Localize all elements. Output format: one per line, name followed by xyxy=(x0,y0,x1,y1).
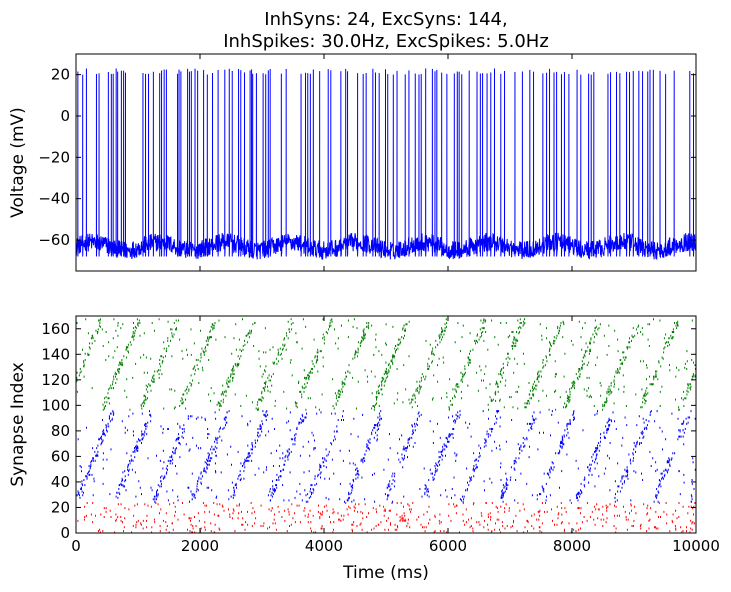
voltage-plot: 20 0 −20 −40 −60 Voltage (mV) xyxy=(8,53,697,272)
chart-title-line-1: InhSyns: 24, ExcSyns: 144, xyxy=(264,9,507,30)
raster-spikes-excitatory-96 xyxy=(76,318,696,411)
raster-plot: 0 20 40 60 80 100 120 140 160 0 2000 4000 6000 8000 10… xyxy=(8,315,720,583)
raster-spike-group xyxy=(76,318,696,533)
voltage-trace-group xyxy=(76,68,696,260)
raster-ytick-label: 160 xyxy=(41,320,70,338)
voltage-ytick-label: −60 xyxy=(38,231,70,249)
raster-xtick-label: 0 xyxy=(71,537,81,555)
raster-spikes-excitatory-24 xyxy=(76,410,696,503)
voltage-ytick-label: −20 xyxy=(38,148,70,166)
voltage-axes: 20 0 −20 −40 −60 xyxy=(38,53,697,272)
raster-x-axis-label: Time (ms) xyxy=(342,563,429,583)
voltage-y-axis-label: Voltage (mV) xyxy=(8,107,28,218)
raster-xtick-label: 4000 xyxy=(305,537,343,555)
voltage-frame xyxy=(75,53,697,272)
voltage-ytick-label: 20 xyxy=(51,66,70,84)
voltage-ytick-label: −40 xyxy=(38,190,70,208)
raster-xtick-label: 6000 xyxy=(429,537,467,555)
raster-y-axis-label: Synapse Index xyxy=(8,362,28,486)
raster-xtick-label: 2000 xyxy=(181,537,219,555)
raster-xtick-label: 10000 xyxy=(672,537,720,555)
raster-ytick-label: 0 xyxy=(60,524,70,542)
raster-ytick-label: 60 xyxy=(51,447,70,465)
raster-axes: 0 20 40 60 80 100 120 140 160 0 2000 4000 6000 8000 10… xyxy=(41,315,720,555)
raster-ytick-label: 100 xyxy=(41,396,70,414)
raster-ytick-label: 40 xyxy=(51,473,70,491)
raster-spikes-inhibitory-0 xyxy=(77,502,696,533)
voltage-trace-line xyxy=(76,68,696,260)
raster-xtick-label: 8000 xyxy=(553,537,591,555)
raster-ytick-label: 80 xyxy=(51,422,70,440)
raster-frame xyxy=(75,315,697,534)
chart-title-line-2: InhSpikes: 30.0Hz, ExcSpikes: 5.0Hz xyxy=(223,31,549,52)
raster-ytick-label: 140 xyxy=(41,345,70,363)
raster-ytick-label: 20 xyxy=(51,498,70,516)
voltage-ytick-label: 0 xyxy=(60,107,70,125)
raster-ytick-label: 120 xyxy=(41,371,70,389)
